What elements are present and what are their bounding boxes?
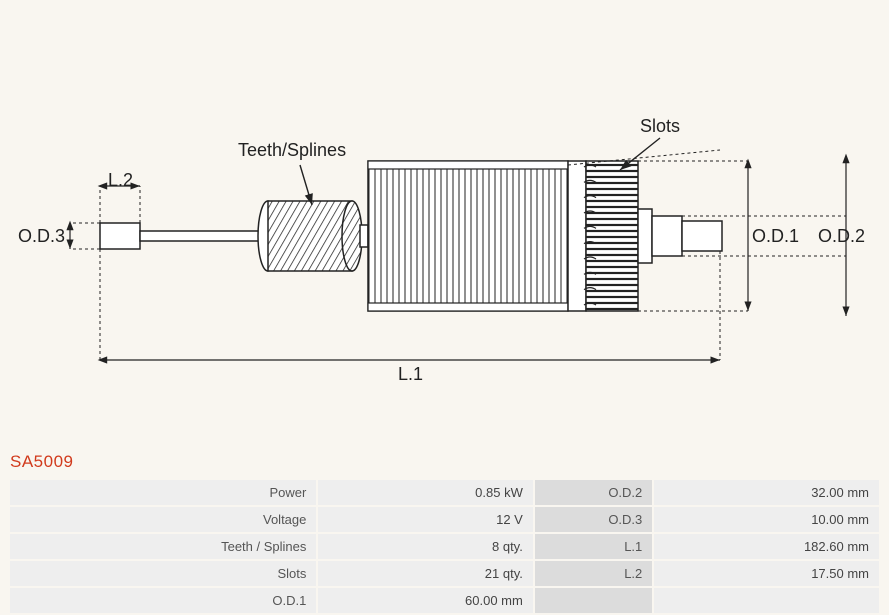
spec-label: L.1 (535, 534, 652, 559)
spec-value: 17.50 mm (654, 561, 879, 586)
spec-label: Slots (10, 561, 316, 586)
table-row: Slots21 qty.L.217.50 mm (10, 561, 879, 586)
table-row: Voltage12 VO.D.310.00 mm (10, 507, 879, 532)
label-l2: L.2 (108, 170, 133, 191)
spec-value: 32.00 mm (654, 480, 879, 505)
armature-diagram-svg (0, 0, 889, 430)
label-od3: O.D.3 (18, 226, 65, 247)
spec-label: Power (10, 480, 316, 505)
spec-label: Voltage (10, 507, 316, 532)
specs-table: Power0.85 kWO.D.232.00 mmVoltage12 VO.D.… (8, 478, 881, 615)
label-l1: L.1 (398, 364, 423, 385)
label-od2: O.D.2 (818, 226, 865, 247)
spec-label: O.D.3 (535, 507, 652, 532)
spec-label: Teeth / Splines (10, 534, 316, 559)
table-row: O.D.160.00 mm (10, 588, 879, 613)
spec-value: 12 V (318, 507, 532, 532)
table-row: Teeth / Splines8 qty.L.1182.60 mm (10, 534, 879, 559)
spec-value: 10.00 mm (654, 507, 879, 532)
spec-value: 0.85 kW (318, 480, 532, 505)
label-slots: Slots (640, 116, 680, 137)
spec-label (535, 588, 652, 613)
spec-value: 182.60 mm (654, 534, 879, 559)
spec-value: 21 qty. (318, 561, 532, 586)
label-teeth-splines: Teeth/Splines (238, 140, 346, 161)
part-number: SA5009 (10, 452, 74, 472)
diagram-area: Teeth/Splines Slots L.2 L.1 O.D.3 O.D.1 … (0, 0, 889, 430)
label-od1: O.D.1 (752, 226, 799, 247)
spec-label: O.D.2 (535, 480, 652, 505)
spec-value: 60.00 mm (318, 588, 532, 613)
spec-value (654, 588, 879, 613)
spec-value: 8 qty. (318, 534, 532, 559)
spec-label: L.2 (535, 561, 652, 586)
spec-label: O.D.1 (10, 588, 316, 613)
table-row: Power0.85 kWO.D.232.00 mm (10, 480, 879, 505)
